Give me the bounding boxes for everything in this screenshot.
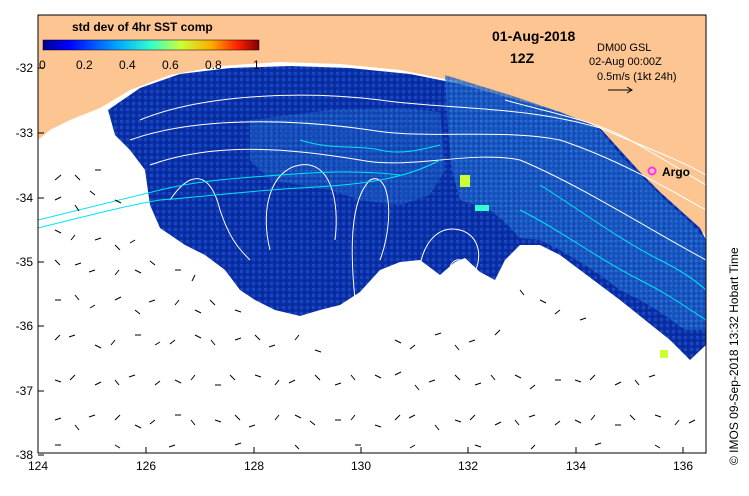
scale-arrow	[608, 86, 633, 94]
y-tick-label: -38	[16, 448, 34, 462]
colorbar-tick: 1	[253, 58, 260, 72]
x-tick-label: 126	[136, 459, 156, 473]
scale-label: 0.5m/s (1kt 24h)	[597, 71, 677, 83]
credit-text: © IMOS 09-Sep-2018 13:32 Hobart Time	[727, 247, 741, 465]
colorbar-tick: 0.6	[162, 58, 179, 72]
model-name: DM00 GSL	[597, 42, 652, 54]
y-axis-ticks	[38, 67, 44, 456]
sst-highlight-1	[460, 175, 470, 187]
y-tick-label: -36	[16, 319, 34, 333]
map-date: 01-Aug-2018	[492, 28, 576, 44]
model-valid-time: 02-Aug 00:00Z	[589, 56, 662, 68]
x-axis-ticks	[37, 447, 684, 453]
colorbar-title: std dev of 4hr SST comp	[72, 20, 213, 34]
y-tick-label: -32	[16, 61, 34, 75]
x-tick-label: 128	[244, 459, 264, 473]
current-lines	[38, 139, 706, 321]
colorbar-tick: 0.4	[119, 58, 136, 72]
y-tick-label: -33	[16, 126, 34, 140]
y-tick-label: -35	[16, 255, 34, 269]
x-tick-label: 134	[566, 459, 586, 473]
colorbar	[42, 39, 260, 51]
x-tick-label: 132	[458, 459, 478, 473]
colorbar-tick: 0.2	[76, 58, 93, 72]
colorbar-tick: 0.8	[205, 58, 222, 72]
plot-frame	[37, 14, 707, 454]
x-tick-label: 124	[28, 459, 48, 473]
argo-marker	[647, 166, 657, 176]
x-tick-label: 136	[673, 459, 693, 473]
x-tick-label: 130	[351, 459, 371, 473]
argo-label: Argo	[662, 165, 690, 179]
sst-highlight-2	[475, 205, 489, 211]
sst-highlight-3	[660, 350, 668, 358]
y-tick-label: -34	[16, 191, 34, 205]
sst-field-light2	[250, 108, 445, 205]
colorbar-tick: 0	[39, 58, 46, 72]
velocity-arrows	[54, 169, 696, 450]
map-time: 12Z	[510, 50, 535, 66]
land-area	[38, 15, 706, 235]
contour-lines	[129, 94, 706, 301]
sst-field-light	[445, 75, 706, 330]
y-tick-label: -37	[16, 384, 34, 398]
